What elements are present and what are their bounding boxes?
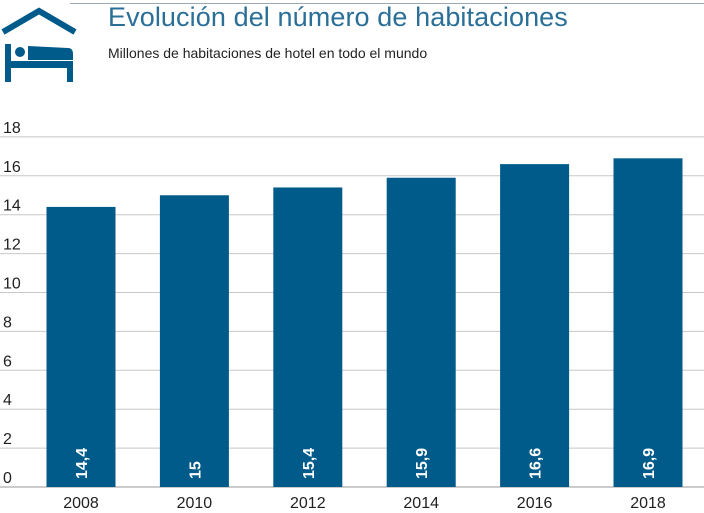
- y-tick-label: 14: [3, 198, 21, 215]
- hotel-bed-icon: [1, 7, 77, 82]
- bar: [159, 195, 229, 487]
- y-tick-label: 6: [3, 353, 12, 370]
- x-tick-label: 2010: [177, 495, 213, 512]
- bar-value-label: 15,4: [301, 448, 318, 479]
- bar-value-label: 15,9: [414, 448, 431, 479]
- header-rule: [70, 3, 704, 4]
- bar-value-labels: 14,4 15 15,4 15,9 16,6 16,9: [74, 448, 658, 479]
- chart-title: Evolución del número de habitaciones: [108, 2, 568, 32]
- bar: [273, 187, 343, 487]
- grid-lines: [0, 136, 704, 488]
- x-tick-label: 2012: [290, 495, 326, 512]
- y-tick-label: 4: [3, 392, 12, 409]
- x-tick-label: 2018: [630, 495, 666, 512]
- y-tick-label: 16: [3, 159, 21, 176]
- x-tick-label: 2016: [517, 495, 553, 512]
- bar: [46, 206, 116, 488]
- y-tick-label: 12: [3, 237, 21, 254]
- bars: [46, 158, 683, 488]
- bar-value-label: 16,6: [528, 448, 545, 479]
- chart-subtitle: Millones de habitaciones de hotel en tod…: [108, 45, 428, 61]
- x-axis-ticks: 2008 2010 2012 2014 2016 2018: [63, 495, 666, 512]
- y-tick-label: 8: [3, 314, 12, 331]
- x-tick-label: 2014: [403, 495, 439, 512]
- bar-value-label: 15: [187, 461, 204, 479]
- x-tick-label: 2008: [63, 495, 99, 512]
- y-axis-ticks: 0 2 4 6 8 10 12 14 16 18: [3, 120, 21, 487]
- bar: [500, 164, 570, 487]
- y-tick-label: 10: [3, 276, 21, 293]
- bar-value-label: 16,9: [641, 448, 658, 479]
- bar: [613, 158, 683, 488]
- bar-value-label: 14,4: [74, 448, 91, 479]
- y-tick-label: 18: [3, 120, 21, 137]
- y-tick-label: 0: [3, 470, 12, 487]
- y-tick-label: 2: [3, 431, 12, 448]
- bar: [386, 177, 456, 487]
